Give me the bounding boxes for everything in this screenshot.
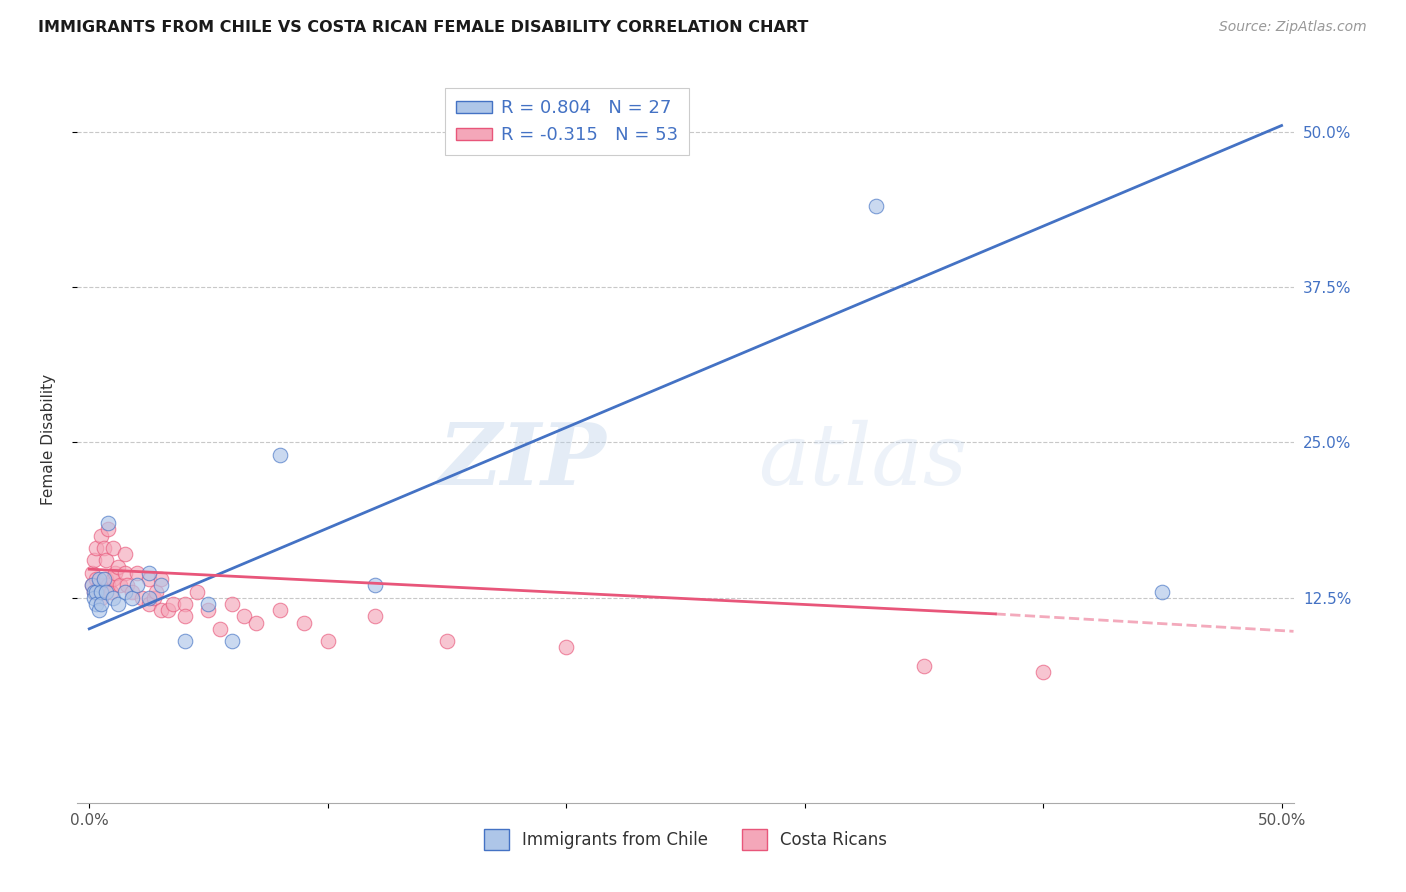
Point — [138, 572, 160, 586]
Point — [101, 572, 124, 586]
Text: atlas: atlas — [758, 420, 967, 502]
Point — [86, 541, 108, 555]
Point — [83, 584, 105, 599]
Point — [94, 572, 117, 586]
Point — [87, 603, 110, 617]
Point — [114, 547, 136, 561]
Point — [86, 572, 108, 586]
Point — [104, 566, 127, 580]
Point — [173, 597, 195, 611]
Y-axis label: Female Disability: Female Disability — [42, 374, 56, 505]
Point — [87, 584, 110, 599]
Point — [90, 584, 112, 599]
Point — [125, 578, 148, 592]
Point — [94, 584, 117, 599]
Point — [1152, 584, 1174, 599]
Point — [149, 603, 172, 617]
Point — [149, 572, 172, 586]
Point — [114, 566, 136, 580]
Point — [269, 448, 291, 462]
Point — [197, 603, 219, 617]
Point — [197, 597, 219, 611]
Point — [131, 591, 153, 605]
Point — [121, 591, 143, 605]
Point — [110, 578, 132, 592]
Point — [90, 528, 112, 542]
Point — [221, 597, 243, 611]
Point — [97, 523, 120, 537]
Point — [114, 584, 136, 599]
Point — [149, 578, 172, 592]
Point — [121, 584, 143, 599]
Point — [145, 584, 167, 599]
Point — [292, 615, 315, 630]
Point — [87, 572, 110, 586]
Point — [245, 615, 267, 630]
Point — [97, 516, 120, 531]
Point — [117, 578, 139, 592]
Text: Source: ZipAtlas.com: Source: ZipAtlas.com — [1219, 20, 1367, 34]
Point — [138, 566, 160, 580]
Point — [555, 640, 578, 655]
Point — [86, 597, 108, 611]
Point — [865, 199, 887, 213]
Point — [173, 609, 195, 624]
Point — [83, 553, 105, 567]
Point — [162, 597, 184, 611]
Point — [97, 578, 120, 592]
Text: ZIP: ZIP — [439, 419, 606, 503]
Point — [107, 597, 129, 611]
Point — [94, 553, 117, 567]
Point — [80, 578, 103, 592]
Point — [138, 591, 160, 605]
Point — [156, 603, 179, 617]
Point — [87, 578, 110, 592]
Point — [316, 634, 339, 648]
Point — [93, 572, 115, 586]
Point — [912, 659, 935, 673]
Point — [86, 584, 108, 599]
Point — [269, 603, 291, 617]
Point — [90, 597, 112, 611]
Legend: Immigrants from Chile, Costa Ricans: Immigrants from Chile, Costa Ricans — [477, 822, 894, 856]
Point — [125, 566, 148, 580]
Point — [186, 584, 208, 599]
Point — [100, 584, 122, 599]
Point — [138, 597, 160, 611]
Point — [83, 591, 105, 605]
Point — [93, 541, 115, 555]
Point — [209, 622, 232, 636]
Point — [364, 609, 387, 624]
Point — [173, 634, 195, 648]
Point — [90, 591, 112, 605]
Point — [80, 566, 103, 580]
Point — [101, 541, 124, 555]
Point — [90, 584, 112, 599]
Point — [101, 591, 124, 605]
Text: IMMIGRANTS FROM CHILE VS COSTA RICAN FEMALE DISABILITY CORRELATION CHART: IMMIGRANTS FROM CHILE VS COSTA RICAN FEM… — [38, 20, 808, 35]
Point — [436, 634, 458, 648]
Point — [142, 591, 165, 605]
Point — [80, 578, 103, 592]
Point — [83, 584, 105, 599]
Point — [364, 578, 387, 592]
Point — [93, 578, 115, 592]
Point — [221, 634, 243, 648]
Point — [233, 609, 256, 624]
Point — [107, 559, 129, 574]
Point — [1032, 665, 1054, 680]
